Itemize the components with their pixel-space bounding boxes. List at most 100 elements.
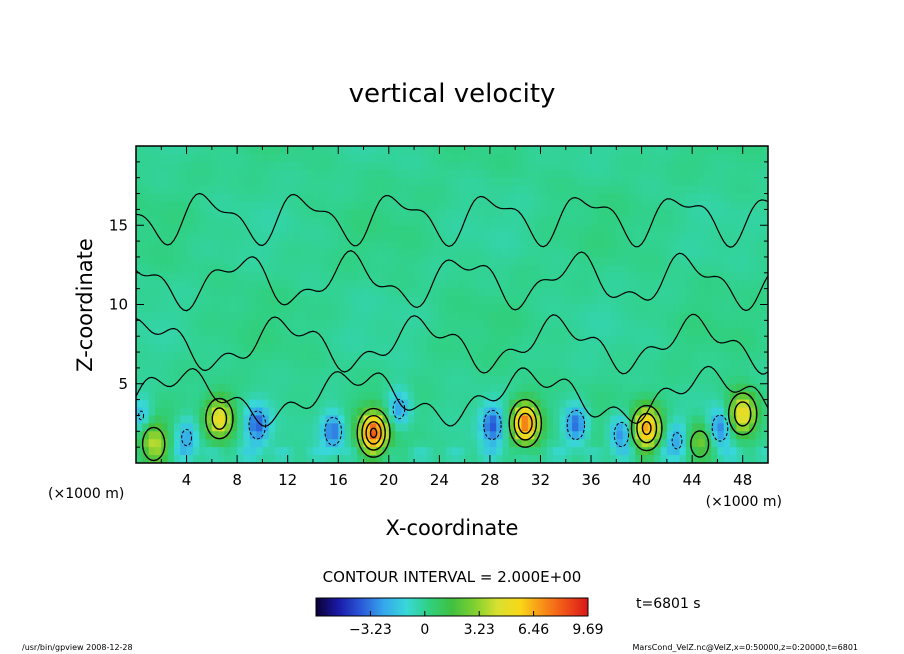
field-cell bbox=[331, 209, 339, 218]
field-cell bbox=[749, 312, 756, 321]
field-cell bbox=[546, 359, 554, 369]
field-cell bbox=[154, 296, 162, 306]
field-cell bbox=[698, 455, 706, 463]
field-cell bbox=[452, 320, 459, 329]
field-cell bbox=[325, 288, 333, 298]
field-cell bbox=[439, 391, 447, 401]
field-cell bbox=[477, 447, 485, 456]
field-cell bbox=[136, 352, 143, 361]
field-cell bbox=[603, 288, 611, 298]
field-cell bbox=[445, 352, 453, 361]
field-cell bbox=[515, 344, 523, 353]
field-cell bbox=[192, 399, 200, 409]
field-cell bbox=[654, 201, 662, 210]
field-cell bbox=[622, 225, 630, 234]
field-cell bbox=[161, 312, 169, 321]
field-cell bbox=[736, 177, 744, 187]
field-cell bbox=[616, 280, 624, 290]
field-cell bbox=[679, 209, 687, 218]
field-cell bbox=[508, 383, 516, 393]
field-cell bbox=[205, 225, 213, 234]
field-cell bbox=[426, 256, 434, 266]
field-cell bbox=[262, 177, 270, 187]
field-cell bbox=[350, 399, 358, 409]
field-cell bbox=[395, 344, 403, 353]
field-cell bbox=[445, 359, 453, 369]
field-cell bbox=[654, 415, 662, 424]
field-cell bbox=[312, 256, 320, 266]
field-cell bbox=[723, 455, 731, 463]
field-cell bbox=[628, 169, 636, 179]
field-cell bbox=[420, 439, 428, 448]
field-cell bbox=[685, 209, 693, 218]
field-cell bbox=[154, 233, 162, 242]
field-cell bbox=[426, 233, 434, 242]
field-cell bbox=[262, 241, 270, 250]
field-cell bbox=[711, 249, 719, 258]
field-cell bbox=[243, 352, 251, 361]
field-cell bbox=[616, 256, 624, 266]
field-cell bbox=[306, 185, 314, 195]
field-cell bbox=[407, 288, 415, 298]
field-cell bbox=[218, 272, 226, 282]
field-cell bbox=[388, 185, 396, 195]
field-cell bbox=[730, 280, 737, 290]
field-cell bbox=[243, 209, 251, 218]
field-cell bbox=[704, 161, 712, 171]
field-cell bbox=[407, 209, 415, 218]
field-cell bbox=[572, 336, 579, 345]
field-cell bbox=[382, 359, 390, 369]
field-cell bbox=[376, 447, 384, 456]
field-cell bbox=[597, 367, 605, 377]
field-cell bbox=[180, 336, 188, 345]
field-cell bbox=[647, 391, 655, 401]
field-cell bbox=[319, 359, 327, 369]
field-cell bbox=[148, 431, 156, 440]
field-cell bbox=[218, 264, 226, 274]
field-cell bbox=[559, 201, 567, 210]
field-cell bbox=[306, 241, 314, 250]
field-cell bbox=[433, 146, 440, 155]
field-cell bbox=[369, 304, 377, 314]
field-cell bbox=[401, 455, 409, 463]
field-cell bbox=[306, 367, 314, 377]
field-cell bbox=[521, 312, 529, 321]
field-cell bbox=[679, 344, 687, 353]
field-cell bbox=[616, 431, 624, 440]
field-cell bbox=[218, 399, 226, 409]
field-cell bbox=[628, 312, 636, 321]
field-cell bbox=[325, 447, 333, 456]
field-cell bbox=[407, 415, 415, 424]
field-cell bbox=[426, 455, 434, 463]
field-cell bbox=[218, 249, 226, 258]
field-cell bbox=[755, 272, 763, 282]
field-cell bbox=[628, 328, 636, 337]
field-cell bbox=[439, 383, 447, 393]
field-cell bbox=[142, 169, 150, 179]
field-cell bbox=[452, 241, 459, 250]
field-cell bbox=[148, 177, 156, 187]
field-cell bbox=[654, 233, 662, 242]
field-cell bbox=[325, 225, 333, 234]
field-cell bbox=[136, 391, 143, 401]
field-cell bbox=[464, 407, 472, 417]
field-cell bbox=[382, 399, 390, 409]
field-cell bbox=[148, 304, 156, 314]
field-cell bbox=[154, 256, 162, 266]
field-cell bbox=[483, 249, 491, 258]
field-cell bbox=[420, 177, 428, 187]
field-cell bbox=[464, 391, 472, 401]
field-cell bbox=[673, 320, 681, 329]
field-cell bbox=[161, 288, 169, 298]
field-cell bbox=[357, 241, 365, 250]
field-cell bbox=[445, 447, 453, 456]
field-cell bbox=[628, 193, 636, 203]
field-cell bbox=[237, 375, 245, 385]
field-cell bbox=[218, 241, 226, 250]
field-cell bbox=[205, 423, 213, 432]
field-cell bbox=[224, 249, 232, 258]
field-cell bbox=[445, 225, 453, 234]
field-cell bbox=[730, 249, 737, 258]
field-cell bbox=[502, 249, 510, 258]
field-cell bbox=[319, 375, 327, 385]
